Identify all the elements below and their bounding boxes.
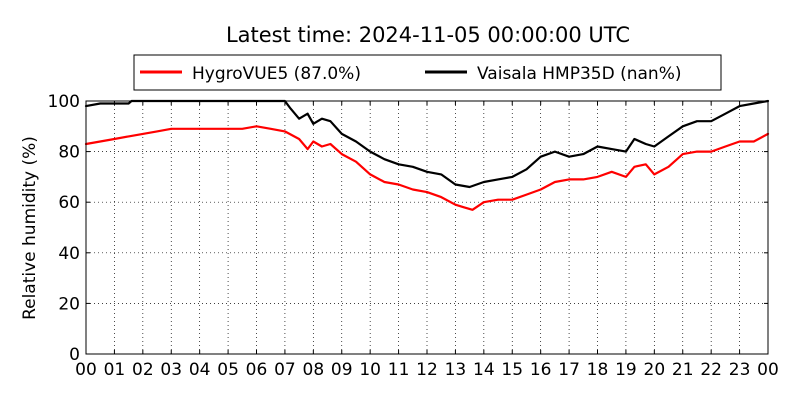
x-tick-label: 15 (501, 360, 523, 380)
y-tick-label: 20 (58, 294, 80, 314)
series-line-0 (84, 125, 770, 211)
x-tick-label: 23 (729, 360, 751, 380)
x-tick-label: 00 (757, 360, 779, 380)
x-tick-label: 14 (473, 360, 495, 380)
x-tick-label: 20 (644, 360, 666, 380)
x-tick-label: 05 (217, 360, 239, 380)
legend-label-vaisala: Vaisala HMP35D (nan%) (477, 64, 681, 84)
x-tick-label: 12 (416, 360, 438, 380)
y-tick-label: 100 (48, 92, 80, 112)
chart-title: Latest time: 2024-11-05 00:00:00 UTC (226, 23, 630, 47)
x-tick-label: 06 (246, 360, 268, 380)
x-tick-label: 07 (274, 360, 296, 380)
legend-label-hygrovue5: HygroVUE5 (87.0%) (192, 64, 361, 84)
x-tick-label: 17 (558, 360, 580, 380)
x-tick-label: 03 (160, 360, 182, 380)
x-tick-label: 13 (445, 360, 467, 380)
y-tick-label: 80 (58, 143, 80, 163)
x-tick-label: 10 (359, 360, 381, 380)
x-tick-label: 02 (132, 360, 154, 380)
y-tick-label: 60 (58, 193, 80, 213)
x-tick-label: 22 (700, 360, 722, 380)
grid (86, 101, 768, 354)
legend: HygroVUE5 (87.0%) Vaisala HMP35D (nan%) (133, 54, 722, 91)
x-tick-label: 16 (530, 360, 552, 380)
x-tick-label: 04 (189, 360, 211, 380)
series-line-1 (84, 99, 770, 189)
y-tick-label: 40 (58, 244, 80, 264)
x-tick-label: 00 (75, 360, 97, 380)
x-tick-label: 18 (587, 360, 609, 380)
x-tick-label: 21 (672, 360, 694, 380)
y-tick-label: 0 (69, 345, 80, 365)
x-tick-label: 09 (331, 360, 353, 380)
x-tick-label: 01 (104, 360, 126, 380)
x-tick-label: 08 (303, 360, 325, 380)
x-tick-label: 11 (388, 360, 410, 380)
x-tick-label: 19 (615, 360, 637, 380)
ticks: 00 01 02 03 04 05 06 07 08 09 10 11 12 13 14 15 16 17 18 19… (48, 92, 779, 380)
series-layer (84, 99, 770, 211)
y-axis-label: Relative humidity (%) (20, 136, 40, 320)
